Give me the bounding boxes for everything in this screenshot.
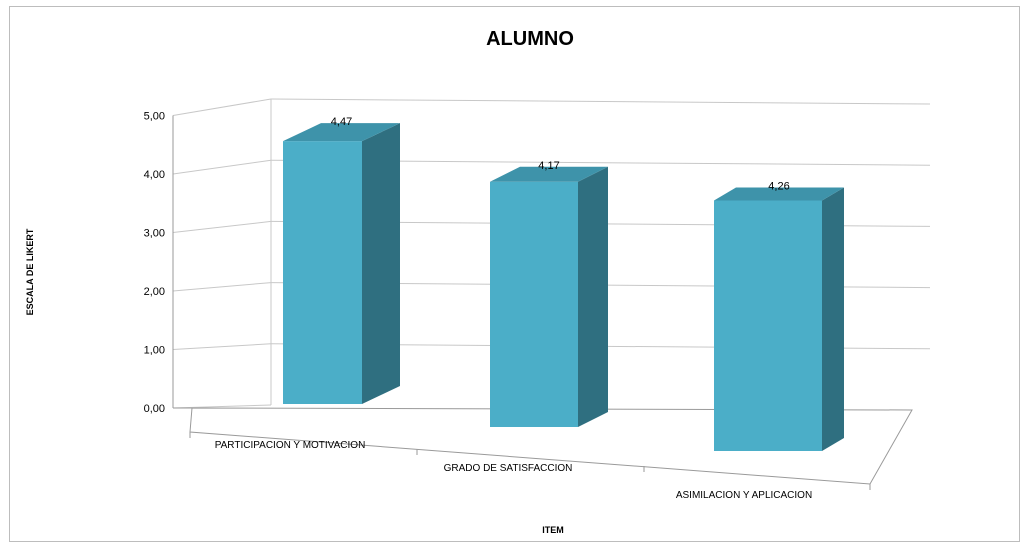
- y-tick-label: 4,00: [144, 169, 165, 181]
- side-gridline: [172, 159, 272, 175]
- y-tick-label: 1,00: [144, 345, 165, 357]
- bar-front-face: [283, 141, 362, 404]
- y-tick-label: 0,00: [144, 403, 165, 415]
- y-tick-label: 2,00: [144, 286, 165, 298]
- back-gridline: [270, 98, 931, 105]
- side-gridline: [172, 282, 272, 292]
- text-layer: ALUMNO ITEM ESCALA DE LIKERT 0,00 1,00 2,0…: [25, 28, 812, 535]
- x-category-label: GRADO DE SATISFACCION: [444, 463, 573, 474]
- x-category-label: ASIMILACION Y APLICACION: [676, 490, 812, 501]
- bar-layer: [283, 123, 844, 451]
- bar-side-face: [362, 123, 400, 404]
- bar-front-face: [714, 200, 822, 451]
- y-axis-title: ESCALA DE LIKERT: [25, 228, 35, 315]
- bar-top-face: [490, 166, 608, 182]
- bar-front-face: [490, 181, 578, 427]
- bar-data-label: 4,17: [538, 160, 559, 172]
- side-gridline: [172, 220, 272, 233]
- bar-data-label: 4,26: [768, 181, 789, 193]
- bar-top-face: [714, 187, 844, 201]
- bar-top-face: [283, 123, 400, 142]
- x-category-label: PARTICIPACION Y MOTIVACION: [215, 440, 366, 451]
- chart-title: ALUMNO: [486, 28, 574, 50]
- y-tick-label: 3,00: [144, 228, 165, 240]
- bar-side-face: [822, 187, 844, 451]
- bar-data-label: 4,47: [331, 116, 352, 128]
- y-tick-label: 5,00: [144, 111, 165, 123]
- x-axis-title: ITEM: [542, 525, 564, 535]
- bar-side-face: [578, 166, 608, 427]
- side-gridline: [172, 343, 272, 350]
- side-gridline: [172, 98, 272, 116]
